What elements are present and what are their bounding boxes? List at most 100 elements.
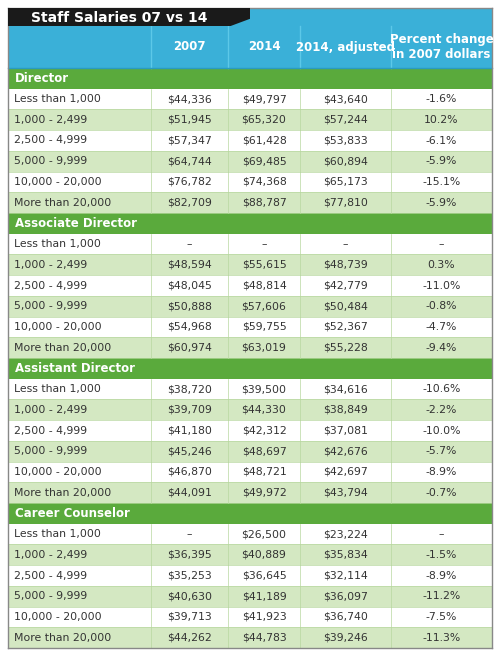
Bar	[8, 586, 492, 606]
Text: $39,500: $39,500	[242, 384, 286, 394]
Polygon shape	[8, 8, 250, 26]
Text: $57,347: $57,347	[167, 135, 212, 145]
Text: $57,244: $57,244	[323, 115, 368, 125]
Text: $48,739: $48,739	[323, 260, 368, 270]
Text: –: –	[262, 239, 267, 249]
Text: $37,081: $37,081	[323, 426, 368, 436]
Text: $23,224: $23,224	[323, 529, 368, 539]
Text: Less than 1,000: Less than 1,000	[14, 239, 101, 249]
Text: $41,180: $41,180	[167, 426, 212, 436]
Text: 10,000 - 20,000: 10,000 - 20,000	[14, 322, 102, 332]
Bar	[8, 275, 492, 296]
Bar	[8, 379, 492, 400]
Text: $36,097: $36,097	[323, 591, 368, 601]
Text: $44,262: $44,262	[167, 632, 212, 643]
Text: $42,312: $42,312	[242, 426, 286, 436]
Text: $49,972: $49,972	[242, 488, 286, 498]
Text: -5.9%: -5.9%	[426, 156, 457, 166]
Text: 1,000 - 2,499: 1,000 - 2,499	[14, 550, 88, 560]
Text: 5,000 - 9,999: 5,000 - 9,999	[14, 301, 88, 311]
Text: $60,974: $60,974	[167, 343, 212, 353]
Text: $61,428: $61,428	[242, 135, 286, 145]
Bar	[8, 400, 492, 420]
Text: –: –	[187, 529, 192, 539]
Text: -1.6%: -1.6%	[426, 94, 457, 104]
Text: $63,019: $63,019	[242, 343, 286, 353]
Bar	[8, 8, 492, 26]
Bar	[8, 503, 492, 524]
Text: Associate Director: Associate Director	[15, 217, 137, 230]
Text: $48,697: $48,697	[242, 446, 286, 456]
Text: 2,500 - 4,999: 2,500 - 4,999	[14, 135, 87, 145]
Bar	[8, 8, 492, 68]
Text: $43,640: $43,640	[323, 94, 368, 104]
Bar	[8, 317, 492, 337]
Bar	[8, 233, 492, 254]
Text: $54,968: $54,968	[167, 322, 212, 332]
Text: $59,755: $59,755	[242, 322, 286, 332]
Text: Less than 1,000: Less than 1,000	[14, 529, 101, 539]
Text: 5,000 - 9,999: 5,000 - 9,999	[14, 156, 88, 166]
Text: $43,794: $43,794	[323, 488, 368, 498]
Text: Director: Director	[15, 72, 69, 85]
Text: $76,782: $76,782	[167, 177, 212, 187]
Bar	[8, 213, 492, 233]
Text: $36,395: $36,395	[167, 550, 212, 560]
Text: $69,485: $69,485	[242, 156, 286, 166]
Text: Percent change
in 2007 dollars: Percent change in 2007 dollars	[390, 33, 494, 61]
Text: Career Counselor: Career Counselor	[15, 507, 130, 520]
Bar	[8, 606, 492, 627]
Text: 10.2%: 10.2%	[424, 115, 458, 125]
Text: –: –	[342, 239, 348, 249]
Text: -15.1%: -15.1%	[422, 177, 461, 187]
Text: $38,849: $38,849	[323, 405, 368, 415]
Bar	[8, 544, 492, 565]
Text: $65,173: $65,173	[323, 177, 368, 187]
Text: $26,500: $26,500	[242, 529, 286, 539]
Text: $53,833: $53,833	[323, 135, 368, 145]
Bar	[8, 627, 492, 648]
Text: $55,228: $55,228	[323, 343, 368, 353]
Text: -8.9%: -8.9%	[426, 570, 457, 581]
Text: $44,783: $44,783	[242, 632, 286, 643]
Text: $38,720: $38,720	[167, 384, 212, 394]
Text: 2,500 - 4,999: 2,500 - 4,999	[14, 426, 87, 436]
Text: 1,000 - 2,499: 1,000 - 2,499	[14, 115, 88, 125]
Text: Staff Salaries 07 vs 14: Staff Salaries 07 vs 14	[31, 11, 208, 25]
Text: -11.3%: -11.3%	[422, 632, 461, 643]
Text: -4.7%: -4.7%	[426, 322, 457, 332]
Text: $74,368: $74,368	[242, 177, 286, 187]
Text: $50,888: $50,888	[167, 301, 212, 311]
Text: $39,709: $39,709	[167, 405, 212, 415]
Text: $55,615: $55,615	[242, 260, 286, 270]
Text: $44,330: $44,330	[242, 405, 286, 415]
Text: -2.2%: -2.2%	[426, 405, 457, 415]
Text: 2014: 2014	[248, 41, 280, 54]
Bar	[8, 254, 492, 275]
Bar	[8, 358, 492, 379]
Text: 10,000 - 20,000: 10,000 - 20,000	[14, 467, 102, 477]
Text: -10.6%: -10.6%	[422, 384, 461, 394]
Text: -7.5%: -7.5%	[426, 612, 457, 622]
Text: -5.7%: -5.7%	[426, 446, 457, 456]
Text: –: –	[187, 239, 192, 249]
Text: $41,189: $41,189	[242, 591, 286, 601]
Text: $48,814: $48,814	[242, 281, 286, 290]
Text: 5,000 - 9,999: 5,000 - 9,999	[14, 591, 88, 601]
Text: 10,000 - 20,000: 10,000 - 20,000	[14, 612, 102, 622]
Bar	[8, 441, 492, 462]
Text: $35,253: $35,253	[167, 570, 212, 581]
Text: $60,894: $60,894	[323, 156, 368, 166]
Text: $35,834: $35,834	[323, 550, 368, 560]
Text: $49,797: $49,797	[242, 94, 286, 104]
Text: $82,709: $82,709	[167, 198, 212, 207]
Text: $40,889: $40,889	[242, 550, 286, 560]
Text: -9.4%: -9.4%	[426, 343, 457, 353]
Text: $36,645: $36,645	[242, 570, 286, 581]
Text: $40,630: $40,630	[167, 591, 212, 601]
Bar	[8, 192, 492, 213]
Bar	[8, 109, 492, 130]
Text: 0.3%: 0.3%	[428, 260, 455, 270]
Text: More than 20,000: More than 20,000	[14, 488, 111, 498]
Text: $65,320: $65,320	[242, 115, 286, 125]
